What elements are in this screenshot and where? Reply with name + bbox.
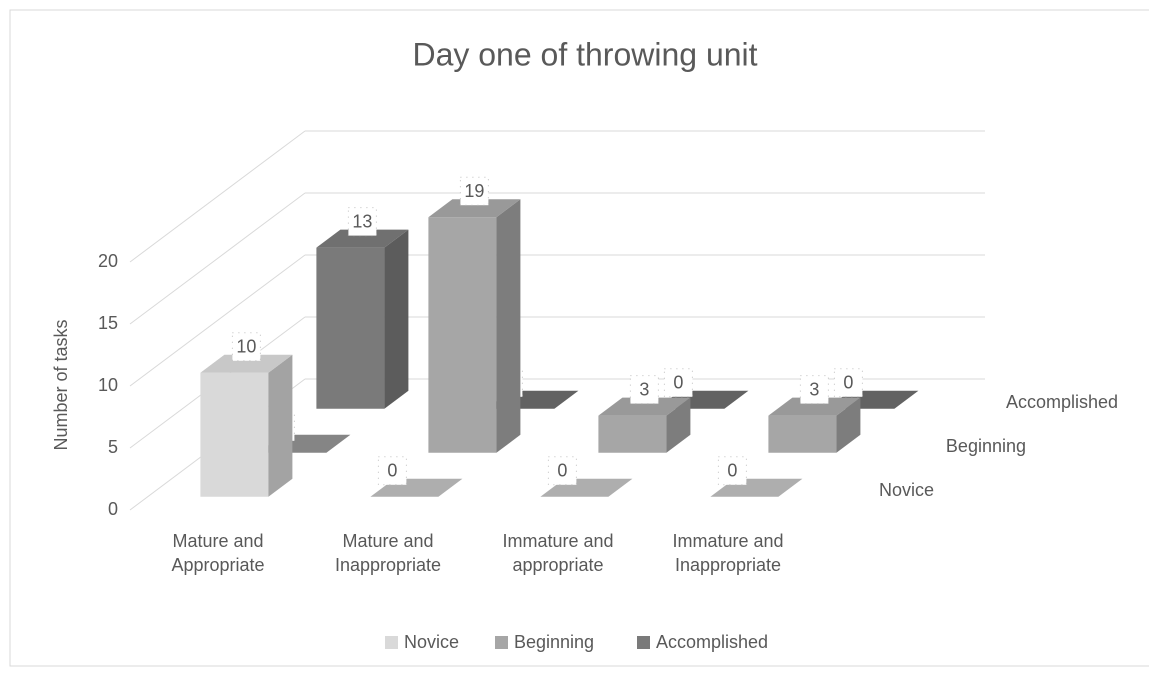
chart-frame (9, 9, 1149, 667)
bar-front (316, 247, 385, 409)
x-tick-label: Mature and Inappropriate (334, 531, 442, 575)
bar-side (836, 397, 861, 453)
value-label: 0 (387, 461, 397, 481)
value-label-box (459, 176, 489, 206)
value-label-box (717, 456, 747, 486)
bar-top (598, 397, 691, 416)
legend-label: Beginning (514, 632, 594, 652)
y-tick-label: 15 (98, 313, 118, 333)
value-label: 0 (843, 373, 853, 393)
grid-line (129, 254, 306, 387)
bar-top (768, 397, 861, 416)
bar (598, 397, 691, 453)
bar-top (428, 199, 521, 218)
bar (768, 397, 861, 453)
bar-front (598, 415, 667, 453)
value-label: 0 (727, 461, 737, 481)
value-label-box (629, 375, 659, 405)
value-label-box (547, 456, 577, 486)
y-tick-label: 20 (98, 251, 118, 271)
bar-top (316, 229, 409, 248)
value-label: 0 (673, 373, 683, 393)
value-label-box (377, 456, 407, 486)
legend-swatch (385, 636, 398, 649)
value-label: 19 (464, 181, 484, 201)
bar-side (384, 229, 409, 409)
depth-label: Novice (879, 480, 934, 500)
value-label: 3 (639, 379, 649, 399)
bar-front (428, 217, 497, 453)
bar (200, 354, 293, 497)
bar (428, 199, 521, 453)
depth-label: Accomplished (1006, 392, 1118, 412)
x-tick-label: Immature and appropriate (502, 531, 614, 575)
value-label-box (347, 207, 377, 237)
value-label-box (833, 368, 863, 398)
x-tick-label: Mature and Appropriate (171, 531, 265, 575)
legend-swatch (495, 636, 508, 649)
value-label: 3 (809, 379, 819, 399)
grid-line (129, 192, 306, 325)
legend-label: Accomplished (656, 632, 768, 652)
chart-title: Day one of throwing unit (412, 36, 757, 72)
bar-side (666, 397, 691, 453)
legend-label: Novice (404, 632, 459, 652)
grid-line (129, 130, 306, 263)
value-label-box (663, 368, 693, 398)
bar-front (200, 372, 269, 497)
bar-top (200, 354, 293, 373)
bar (316, 229, 409, 409)
y-tick-label: 5 (108, 437, 118, 457)
bar-side (268, 354, 293, 497)
depth-label: Beginning (946, 436, 1026, 456)
bar-side (496, 199, 521, 453)
value-label: 10 (236, 337, 256, 357)
value-label-box (799, 375, 829, 405)
bar-front (768, 415, 837, 453)
legend-swatch (637, 636, 650, 649)
value-label: 13 (352, 211, 372, 231)
value-label-box (231, 332, 261, 362)
y-tick-label: 0 (108, 499, 118, 519)
x-tick-label: Immature and Inappropriate (672, 531, 784, 575)
y-tick-label: 10 (98, 375, 118, 395)
y-axis-label: Number of tasks (51, 319, 71, 450)
value-label: 0 (557, 461, 567, 481)
